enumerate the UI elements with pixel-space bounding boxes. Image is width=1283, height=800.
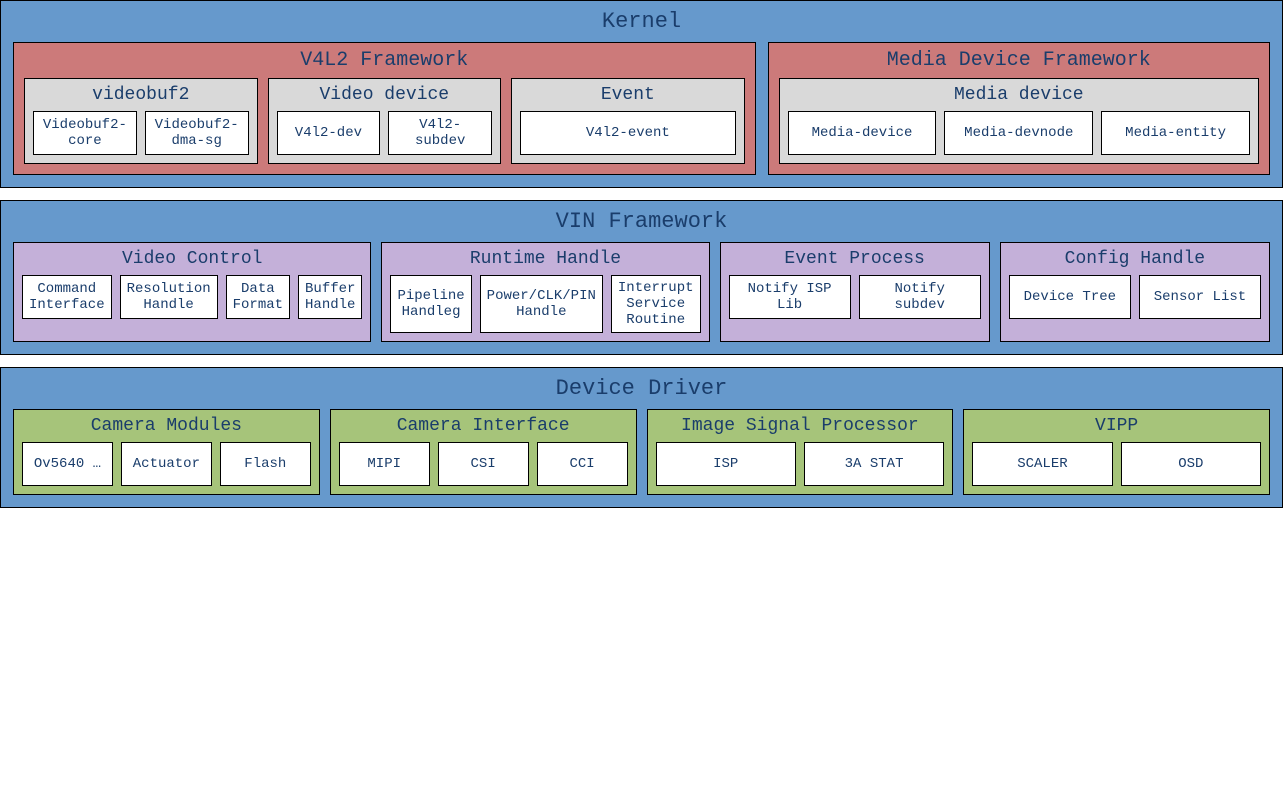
item-video-device-0: V4l2-dev xyxy=(277,111,381,155)
item-media-device-1: Media-devnode xyxy=(944,111,1093,155)
group-title-camera-interface: Camera Interface xyxy=(339,416,628,436)
group-title-media-device: Media device xyxy=(788,85,1250,105)
items-row-runtime-handle: Pipeline HandlegPower/CLK/PIN HandleInte… xyxy=(390,275,700,333)
items-row-media-device: Media-deviceMedia-devnodeMedia-entity xyxy=(788,111,1250,155)
group-camera-modules: Camera Modules Ov5640 …ActuatorFlash xyxy=(13,409,320,495)
layer-kernel: Kernel V4L2 Framework videobuf2 Videobuf2-c… xyxy=(0,0,1283,188)
framework-v4l2: V4L2 Frameworkvideobuf2Videobuf2-coreVid… xyxy=(13,42,756,175)
items-row-config-handle: Device TreeSensor List xyxy=(1009,275,1261,319)
layer-title-kernel: Kernel xyxy=(13,9,1270,34)
group-camera-interface: Camera Interface MIPICSICCI xyxy=(330,409,637,495)
item-vipp-0: SCALER xyxy=(972,442,1112,486)
item-video-control-2: Data Format xyxy=(226,275,290,319)
item-video-control-0: Command Interface xyxy=(22,275,112,319)
items-row-video-control: Command InterfaceResolution HandleData F… xyxy=(22,275,362,319)
item-video-control-3: Buffer Handle xyxy=(298,275,362,319)
item-camera-interface-1: CSI xyxy=(438,442,529,486)
group-media-device: Media device Media-deviceMedia-devnodeMed… xyxy=(779,78,1259,164)
item-runtime-handle-1: Power/CLK/PIN Handle xyxy=(480,275,603,333)
items-row-video-device: V4l2-devV4l2-subdev xyxy=(277,111,493,155)
layer-device-driver: Device Driver Camera Modules Ov5640 …Actua… xyxy=(0,367,1283,508)
item-event-process-1: Notify subdev xyxy=(859,275,981,319)
item-camera-modules-0: Ov5640 … xyxy=(22,442,113,486)
architecture-diagram: Kernel V4L2 Framework videobuf2 Videobuf2-c… xyxy=(0,0,1283,508)
item-camera-interface-2: CCI xyxy=(537,442,628,486)
group-vipp: VIPP SCALEROSD xyxy=(963,409,1270,495)
item-videobuf2-0: Videobuf2-core xyxy=(33,111,137,155)
group-title-video-control: Video Control xyxy=(22,249,362,269)
items-row-vipp: SCALEROSD xyxy=(972,442,1261,486)
group-title-isp: Image Signal Processor xyxy=(656,416,945,436)
items-row-event: V4l2-event xyxy=(520,111,736,155)
group-title-video-device: Video device xyxy=(277,85,493,105)
items-row-event-process: Notify ISP LibNotify subdev xyxy=(729,275,981,319)
group-video-control: Video Control Command InterfaceResolution… xyxy=(13,242,371,342)
group-event: Event V4l2-event xyxy=(511,78,745,164)
layer-vin: VIN Framework Video Control Command Interf… xyxy=(0,200,1283,355)
group-event-process: Event Process Notify ISP LibNotify subdev xyxy=(720,242,990,342)
item-isp-0: ISP xyxy=(656,442,796,486)
item-camera-modules-2: Flash xyxy=(220,442,311,486)
group-videobuf2: videobuf2 Videobuf2-coreVideobuf2-dma-sg xyxy=(24,78,258,164)
group-title-config-handle: Config Handle xyxy=(1009,249,1261,269)
framework-title-v4l2: V4L2 Framework xyxy=(24,49,745,72)
group-runtime-handle: Runtime Handle Pipeline HandlegPower/CLK/… xyxy=(381,242,709,342)
group-title-camera-modules: Camera Modules xyxy=(22,416,311,436)
groups-row-vin: Video Control Command InterfaceResolution… xyxy=(13,242,1270,342)
item-isp-1: 3A STAT xyxy=(804,442,944,486)
item-media-device-2: Media-entity xyxy=(1101,111,1250,155)
framework-title-media-framework: Media Device Framework xyxy=(779,49,1259,72)
item-media-device-0: Media-device xyxy=(788,111,937,155)
frameworks-row-kernel: V4L2 Frameworkvideobuf2Videobuf2-coreVid… xyxy=(13,42,1270,175)
group-title-event-process: Event Process xyxy=(729,249,981,269)
group-isp: Image Signal Processor ISP3A STAT xyxy=(647,409,954,495)
item-runtime-handle-2: Interrupt Service Routine xyxy=(611,275,701,333)
item-config-handle-1: Sensor List xyxy=(1139,275,1261,319)
group-config-handle: Config Handle Device TreeSensor List xyxy=(1000,242,1270,342)
item-event-process-0: Notify ISP Lib xyxy=(729,275,851,319)
group-title-event: Event xyxy=(520,85,736,105)
item-videobuf2-1: Videobuf2-dma-sg xyxy=(145,111,249,155)
item-camera-interface-0: MIPI xyxy=(339,442,430,486)
groups-row-media-framework: Media device Media-deviceMedia-devnodeMed… xyxy=(779,78,1259,164)
item-vipp-1: OSD xyxy=(1121,442,1261,486)
layer-title-device-driver: Device Driver xyxy=(13,376,1270,401)
item-video-control-1: Resolution Handle xyxy=(120,275,218,319)
item-camera-modules-1: Actuator xyxy=(121,442,212,486)
items-row-isp: ISP3A STAT xyxy=(656,442,945,486)
item-config-handle-0: Device Tree xyxy=(1009,275,1131,319)
group-video-device: Video device V4l2-devV4l2-subdev xyxy=(268,78,502,164)
groups-row-device-driver: Camera ModulesOv5640 …ActuatorFlashCamer… xyxy=(13,409,1270,495)
group-title-videobuf2: videobuf2 xyxy=(33,85,249,105)
item-event-0: V4l2-event xyxy=(520,111,736,155)
item-runtime-handle-0: Pipeline Handleg xyxy=(390,275,471,333)
items-row-camera-interface: MIPICSICCI xyxy=(339,442,628,486)
group-title-vipp: VIPP xyxy=(972,416,1261,436)
layer-title-vin: VIN Framework xyxy=(13,209,1270,234)
item-video-device-1: V4l2-subdev xyxy=(388,111,492,155)
group-title-runtime-handle: Runtime Handle xyxy=(390,249,700,269)
items-row-videobuf2: Videobuf2-coreVideobuf2-dma-sg xyxy=(33,111,249,155)
groups-row-v4l2: videobuf2Videobuf2-coreVideobuf2-dma-sgV… xyxy=(24,78,745,164)
framework-media-framework: Media Device Framework Media device Media-… xyxy=(768,42,1270,175)
items-row-camera-modules: Ov5640 …ActuatorFlash xyxy=(22,442,311,486)
